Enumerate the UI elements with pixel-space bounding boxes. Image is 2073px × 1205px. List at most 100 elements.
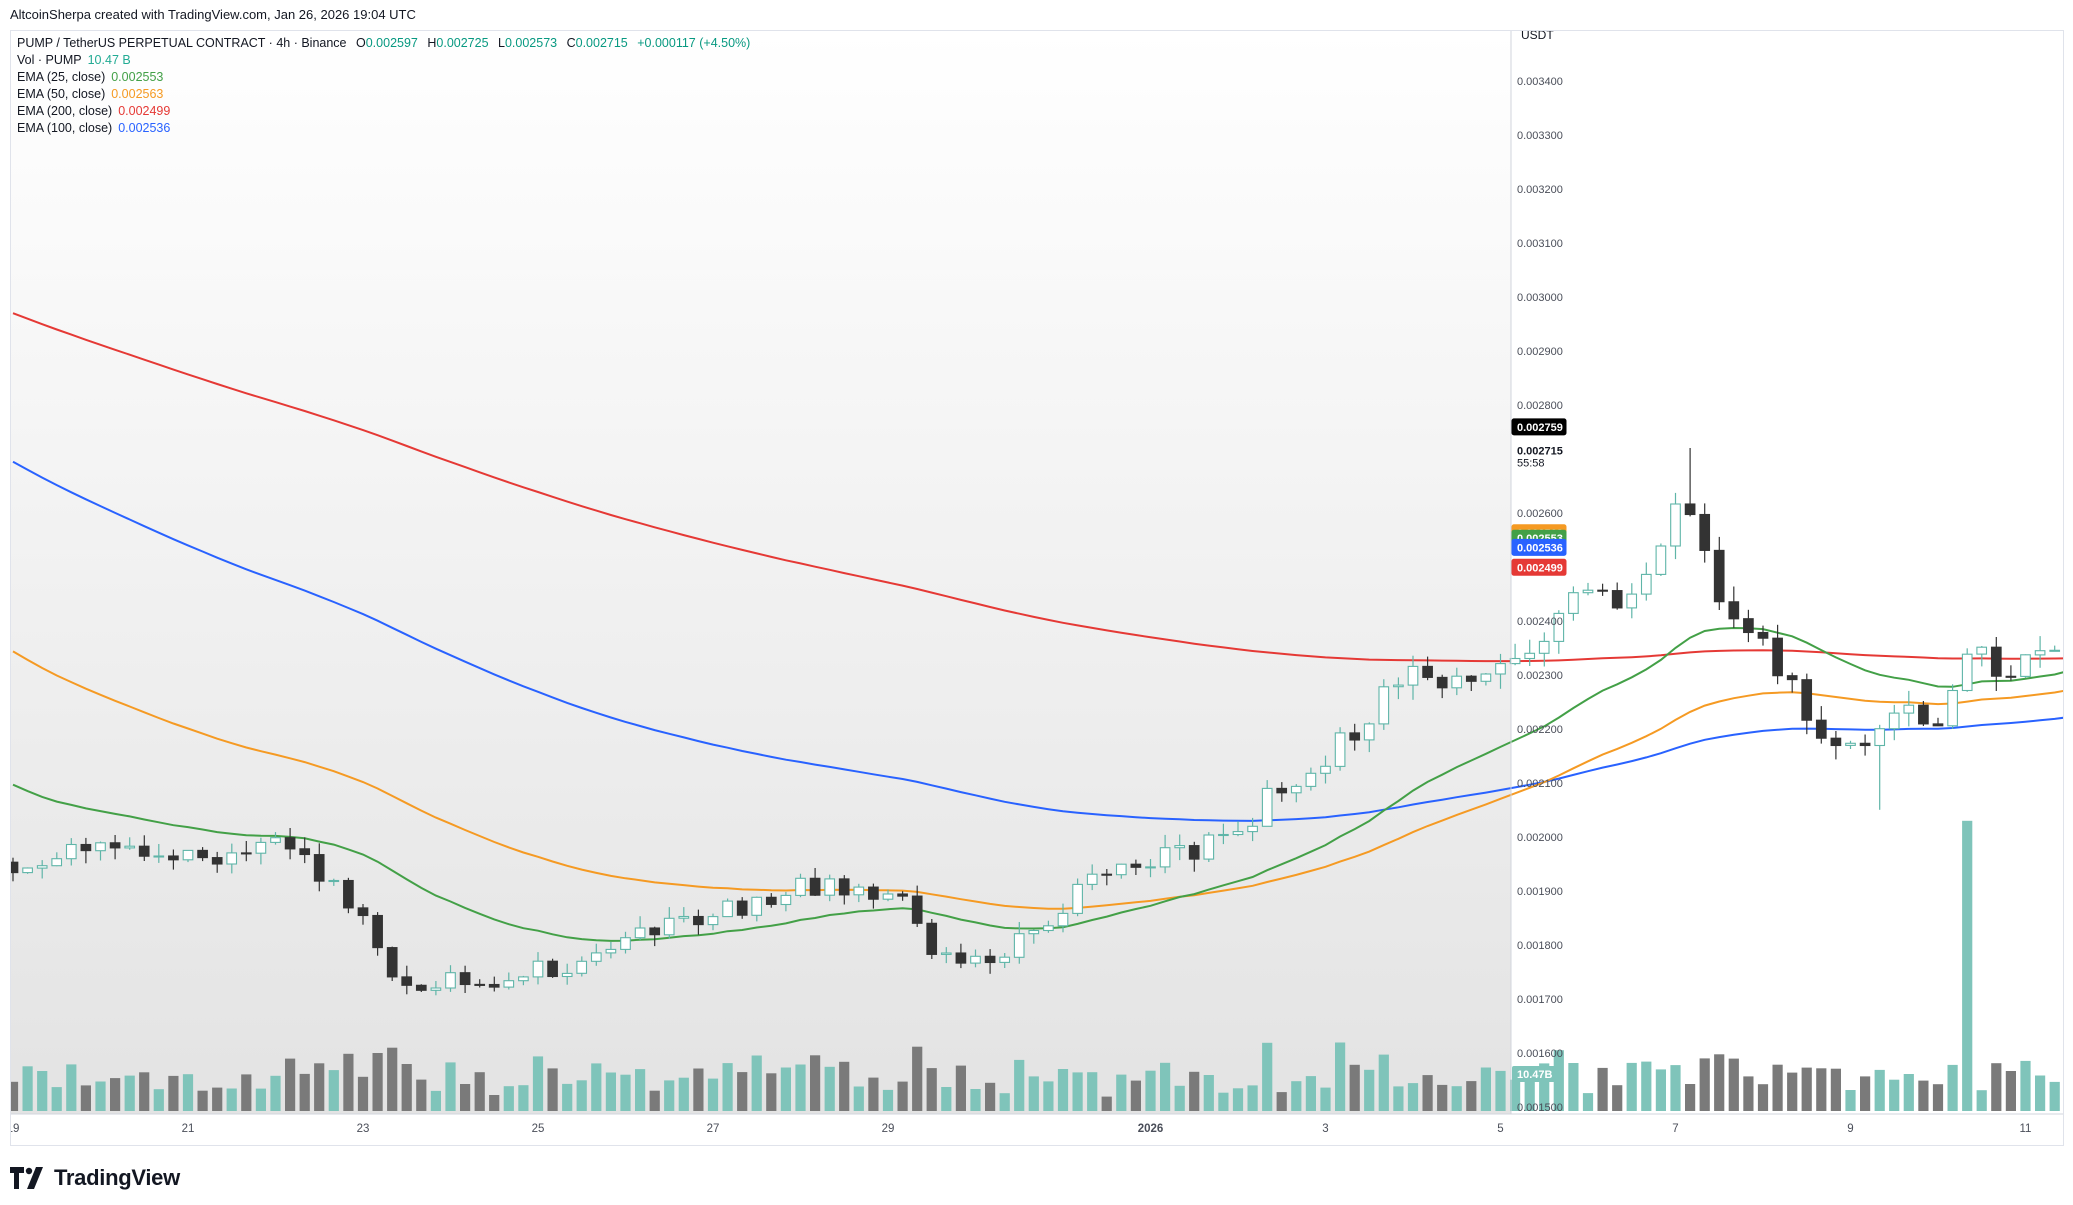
candle-body	[824, 878, 836, 896]
price-tick-label: 0.002100	[1517, 778, 1563, 790]
ohlc-change: +0.000117 (+4.50%)	[637, 36, 751, 50]
volume-bar	[1014, 1059, 1025, 1111]
time-tick-label: 19	[11, 1123, 19, 1135]
volume-bar	[1991, 1063, 2002, 1111]
volume-bar	[314, 1063, 325, 1111]
candle	[1772, 624, 1783, 685]
ema200-value: 0.002499	[118, 104, 171, 118]
candle-body	[1845, 742, 1856, 746]
candle-body	[576, 960, 588, 974]
candle-body	[1888, 712, 1900, 730]
volume-bar	[926, 1068, 937, 1111]
ema100-line	[12, 460, 2063, 822]
candle-body	[1115, 863, 1127, 876]
legend-ema50-row[interactable]: EMA (50, close) 0.002563	[17, 86, 750, 103]
candle	[1422, 656, 1433, 681]
price-tick-label: 0.001900	[1517, 886, 1563, 898]
price-badge-bg	[1511, 418, 1567, 436]
candle-body	[1057, 912, 1069, 927]
chart-canvas[interactable]: USDT 0.003400 0.003300 0.003200 0.003100 0.00…	[11, 31, 2064, 1146]
candle	[1028, 929, 1040, 944]
candle	[824, 874, 836, 902]
candle	[1393, 677, 1404, 700]
candle	[1815, 706, 1827, 744]
candle-body	[561, 972, 573, 978]
candle	[1043, 920, 1054, 933]
legend-ema100-row[interactable]: EMA (100, close) 0.002536	[17, 120, 750, 137]
candle-body	[751, 896, 763, 916]
candle-body	[2020, 654, 2031, 677]
volume-bar	[2049, 1081, 2060, 1111]
candle-body	[1815, 719, 1827, 739]
candle-body	[780, 894, 792, 906]
volume-bar	[955, 1065, 966, 1111]
candle	[1728, 586, 1740, 628]
candle	[1480, 673, 1492, 686]
candle-body	[649, 927, 661, 936]
chart-area[interactable]: USDT 0.003400 0.003300 0.003200 0.003100 0.00…	[10, 30, 2064, 1146]
candle	[663, 907, 675, 939]
chart-credit: AltcoinSherpa created with TradingView.c…	[10, 7, 416, 22]
candle-body	[1990, 646, 2002, 677]
candle-body	[153, 855, 165, 858]
candle	[1582, 582, 1594, 596]
candle-body	[1436, 676, 1448, 689]
candle	[751, 896, 763, 922]
candle-body	[1159, 847, 1171, 868]
volume-bar	[1072, 1072, 1083, 1111]
tradingview-logo[interactable]: TradingView	[10, 1160, 180, 1196]
legend-volume-row[interactable]: Vol · PUMP 10.47 B	[17, 52, 750, 69]
volume-bar	[153, 1089, 164, 1111]
volume-bar	[795, 1064, 806, 1111]
candle	[1684, 448, 1696, 517]
volume-value: 10.47 B	[87, 53, 131, 67]
candle-body	[284, 837, 296, 850]
volume-bar	[941, 1087, 952, 1111]
candle	[984, 949, 996, 974]
candle	[780, 891, 792, 912]
volume-bar	[839, 1061, 850, 1111]
volume-bar	[897, 1081, 908, 1111]
volume-bar	[576, 1080, 587, 1111]
candle-body	[882, 893, 894, 900]
candle-body	[138, 845, 150, 857]
candle-body	[970, 955, 981, 964]
candle	[1145, 859, 1156, 878]
symbol-title[interactable]: PUMP / TetherUS PERPETUAL CONTRACT · 4h …	[17, 36, 347, 50]
volume-bar	[1203, 1075, 1214, 1111]
volume-bar	[1247, 1085, 1258, 1111]
volume-bar	[1612, 1085, 1623, 1111]
legend-ema200-row[interactable]: EMA (200, close) 0.002499	[17, 103, 750, 120]
candle	[11, 857, 19, 882]
candle-body	[1130, 863, 1142, 868]
volume-bar	[1845, 1090, 1856, 1111]
candle-body	[634, 927, 646, 939]
volume-bar	[110, 1078, 121, 1111]
candle	[1509, 643, 1521, 666]
legend-symbol-row[interactable]: PUMP / TetherUS PERPETUAL CONTRACT · 4h …	[17, 35, 750, 52]
candle-body	[270, 837, 281, 843]
volume-badge: 10.47B	[1512, 1066, 1558, 1082]
volume-bar	[2020, 1060, 2031, 1111]
candle	[474, 979, 486, 988]
volume-bar	[1218, 1092, 1229, 1111]
candle-body	[1728, 601, 1740, 620]
price-badge-bg	[1511, 558, 1567, 576]
volume-bar	[1728, 1058, 1739, 1111]
candle	[1553, 610, 1565, 654]
candle	[722, 898, 733, 918]
volume-bar	[912, 1046, 923, 1111]
ohlc-close-value: 0.002715	[575, 36, 628, 50]
candle-body	[124, 845, 136, 849]
candle	[2005, 665, 2017, 681]
volume-bar	[212, 1087, 223, 1111]
candle-body	[1582, 589, 1594, 594]
candle-body	[1918, 704, 1929, 725]
candle	[970, 949, 981, 968]
price-badge-text: 0.002536	[1517, 542, 1563, 554]
time-tick-label: 29	[882, 1123, 895, 1135]
legend-ema25-row[interactable]: EMA (25, close) 0.002553	[17, 69, 750, 86]
volume-bar	[241, 1074, 252, 1111]
volume-bar	[693, 1068, 704, 1111]
candle	[1888, 704, 1900, 741]
